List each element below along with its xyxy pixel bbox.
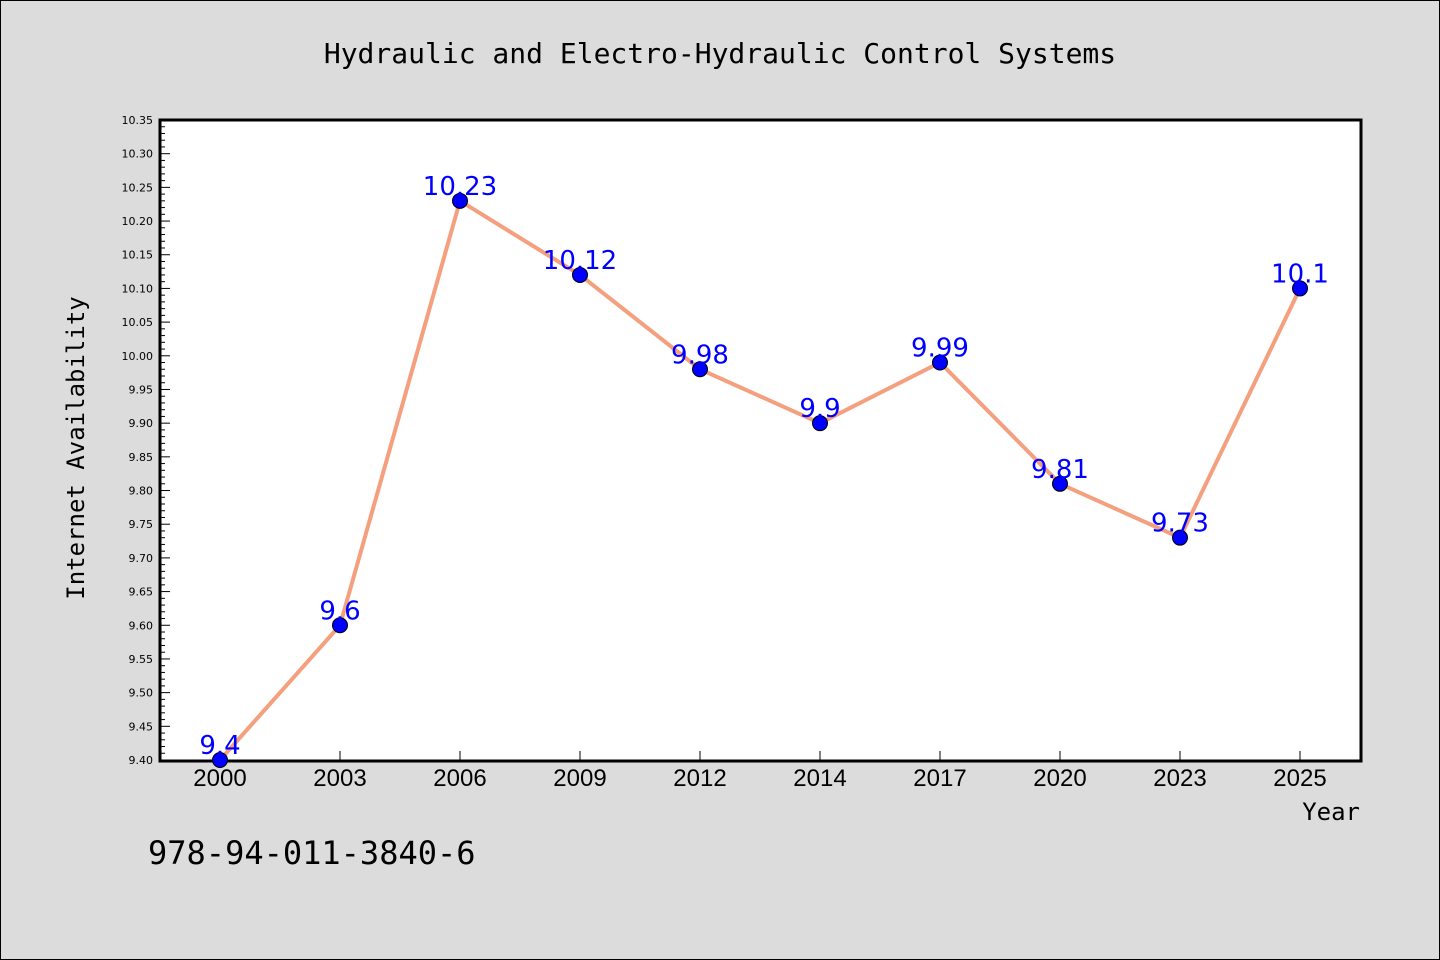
data-point: [572, 266, 588, 283]
data-label: 9.6: [319, 596, 360, 626]
data-markers: [212, 192, 1308, 768]
y-tick-label: 10.00: [122, 350, 154, 363]
y-tick-label: 9.65: [129, 586, 154, 599]
x-tick-label: 2020: [1033, 765, 1086, 792]
data-point: [212, 752, 228, 768]
y-axis-label: Internet Availability: [62, 296, 90, 599]
x-tick-label: 2014: [793, 765, 846, 792]
data-label: 9.73: [1151, 509, 1209, 539]
data-point: [332, 617, 348, 634]
data-point: [692, 361, 708, 378]
y-tick-label: 9.40: [129, 754, 154, 767]
data-label: 9.81: [1031, 455, 1089, 485]
y-tick-label: 9.75: [129, 518, 154, 531]
data-label: 10.1: [1271, 259, 1329, 289]
data-point: [1052, 475, 1068, 492]
data-point: [812, 415, 828, 432]
x-tick-label: 2023: [1153, 765, 1206, 792]
y-tick-label: 9.95: [129, 383, 154, 396]
y-tick-label: 9.85: [129, 451, 154, 464]
data-point: [1292, 280, 1308, 297]
x-tick-label: 2012: [673, 765, 726, 792]
y-tick-label: 10.30: [122, 148, 154, 161]
x-tick-label: 2009: [553, 765, 606, 792]
data-label: 9.4: [199, 731, 240, 761]
data-labels: 9.4 9.6 10.23 10.12 9.98 9.9 9.99 9.81 9.73 10.1: [199, 172, 1329, 761]
y-tick-label: 9.55: [129, 653, 154, 666]
y-tick-label: 9.80: [129, 485, 154, 498]
y-tick-label: 10.05: [122, 316, 154, 329]
isbn-text: 978-94-011-3840-6: [148, 834, 476, 872]
x-tick-label: 2017: [913, 765, 966, 792]
x-tick-label: 2006: [433, 765, 486, 792]
x-tick-label: 2025: [1273, 765, 1326, 792]
y-axis: 9.40 9.45 9.50 9.55 9.60 9.65 9.70 9.75 9.80 9.85…: [122, 114, 170, 767]
data-label: 9.9: [799, 394, 840, 424]
chart-title: Hydraulic and Electro-Hydraulic Control …: [324, 37, 1116, 70]
series-line: [218, 198, 1302, 762]
x-axis: 2000 2003 2006 2009 2012 2014 2017 2020 2023 2025: [193, 751, 1327, 792]
y-tick-label: 10.15: [122, 249, 154, 262]
y-tick-label: 9.50: [129, 687, 154, 700]
y-tick-label: 10.10: [122, 282, 154, 295]
data-point: [452, 192, 468, 209]
plot-area: [158, 118, 1363, 763]
data-point: [1172, 529, 1188, 546]
data-label: 9.99: [911, 334, 969, 364]
data-point: [932, 354, 948, 371]
y-tick-label: 9.60: [129, 619, 154, 632]
data-label: 10.12: [543, 246, 617, 276]
y-tick-label: 10.35: [122, 114, 154, 127]
data-label: 9.98: [671, 340, 729, 370]
data-label: 10.23: [423, 172, 497, 202]
y-tick-label: 9.70: [129, 552, 154, 565]
y-tick-label: 9.90: [129, 417, 154, 430]
x-tick-label: 2000: [193, 765, 246, 792]
y-tick-label: 10.25: [122, 181, 154, 194]
x-axis-label: Year: [1302, 798, 1360, 826]
y-tick-label: 10.20: [122, 215, 154, 228]
y-tick-label: 9.45: [129, 720, 154, 733]
x-tick-label: 2003: [313, 765, 366, 792]
